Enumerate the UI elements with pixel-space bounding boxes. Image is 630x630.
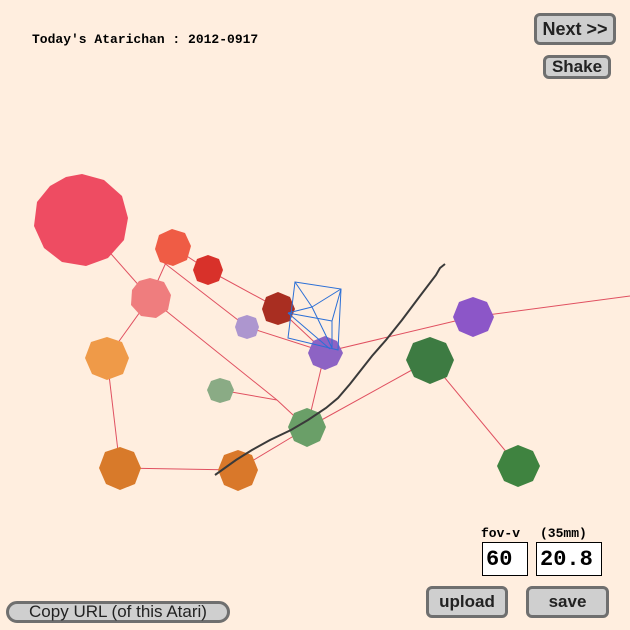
fov-input[interactable] bbox=[482, 542, 528, 576]
page-title: Today's Atarichan : 2012-0917 bbox=[32, 32, 259, 47]
joint-sage bbox=[207, 378, 234, 403]
joint-salmon bbox=[131, 278, 171, 318]
joint-green bbox=[497, 445, 540, 487]
joint-lavender bbox=[235, 315, 259, 339]
next-button[interactable]: Next >> bbox=[534, 13, 616, 45]
joint-violet bbox=[308, 336, 343, 370]
joint-orange-red bbox=[155, 229, 191, 266]
shake-button[interactable]: Shake bbox=[543, 55, 611, 79]
joint-orange bbox=[85, 337, 129, 380]
mm-label: (35mm) bbox=[540, 526, 587, 541]
fov-label: fov-v bbox=[481, 526, 521, 541]
wireframe-cube bbox=[287, 281, 342, 351]
upload-button[interactable]: upload bbox=[426, 586, 508, 618]
joint-orange-dark-left bbox=[99, 447, 141, 490]
joints bbox=[34, 174, 540, 491]
joint-orange-dark bbox=[218, 450, 258, 491]
joint-green-mid bbox=[288, 408, 326, 447]
save-button[interactable]: save bbox=[526, 586, 609, 618]
motion-path-line bbox=[214, 263, 446, 476]
copy-url-button[interactable]: Copy URL (of this Atari) bbox=[6, 601, 230, 623]
joint-green-dark bbox=[406, 337, 454, 384]
joint-dark-red bbox=[262, 292, 295, 325]
joint-red bbox=[193, 255, 223, 285]
focal-length-input[interactable] bbox=[536, 542, 602, 576]
joint-purple bbox=[453, 297, 494, 337]
joint-pink-large bbox=[34, 174, 128, 266]
